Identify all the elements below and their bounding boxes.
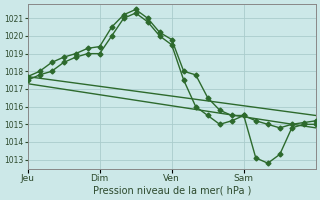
- X-axis label: Pression niveau de la mer( hPa ): Pression niveau de la mer( hPa ): [92, 186, 251, 196]
